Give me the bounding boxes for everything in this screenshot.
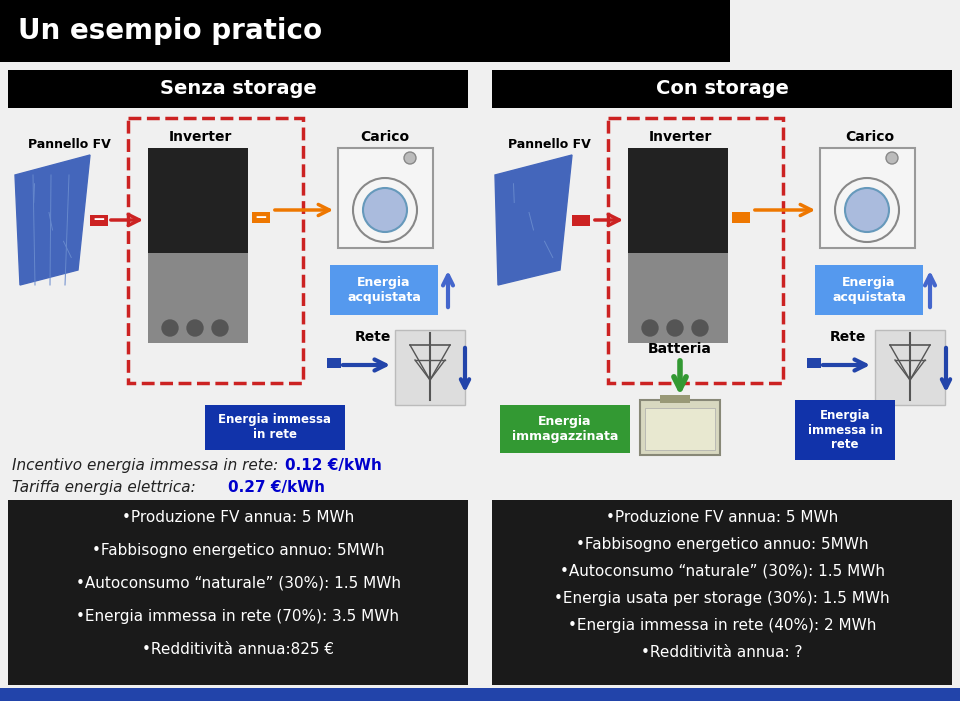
- Bar: [148, 253, 248, 343]
- Text: •Energia immessa in rete (70%): 3.5 MWh: •Energia immessa in rete (70%): 3.5 MWh: [77, 609, 399, 624]
- Bar: [660, 395, 690, 403]
- Bar: [732, 212, 750, 223]
- Circle shape: [162, 320, 178, 336]
- Text: Rete: Rete: [355, 330, 392, 344]
- Text: −: −: [254, 210, 268, 224]
- Bar: [645, 408, 715, 450]
- Text: Senza storage: Senza storage: [159, 79, 317, 99]
- Bar: [0, 0, 730, 62]
- Text: Incentivo energia immessa in rete:: Incentivo energia immessa in rete:: [12, 458, 283, 473]
- Bar: [395, 330, 465, 405]
- Bar: [8, 70, 468, 108]
- Bar: [807, 358, 821, 368]
- Polygon shape: [15, 155, 90, 285]
- Text: Pannello FV: Pannello FV: [508, 138, 590, 151]
- Text: Batteria: Batteria: [648, 342, 712, 356]
- Bar: [8, 108, 468, 428]
- Text: •Redditività annua:825 €: •Redditività annua:825 €: [142, 642, 334, 657]
- Text: −: −: [92, 212, 106, 228]
- Bar: [815, 265, 923, 315]
- Circle shape: [642, 320, 658, 336]
- Text: Pannello FV: Pannello FV: [28, 138, 110, 151]
- Text: Energia
acquistata: Energia acquistata: [832, 276, 906, 304]
- Bar: [628, 148, 728, 253]
- Text: Energia
immagazzinata: Energia immagazzinata: [512, 415, 618, 443]
- Text: •Fabbisogno energetico annuo: 5MWh: •Fabbisogno energetico annuo: 5MWh: [92, 543, 384, 558]
- Bar: [500, 405, 630, 453]
- Text: •Energia usata per storage (30%): 1.5 MWh: •Energia usata per storage (30%): 1.5 MW…: [554, 591, 890, 606]
- Text: Con storage: Con storage: [656, 79, 788, 99]
- Bar: [330, 265, 438, 315]
- Bar: [0, 688, 960, 701]
- Circle shape: [667, 320, 683, 336]
- Text: Energia
acquistata: Energia acquistata: [348, 276, 420, 304]
- Bar: [795, 400, 895, 460]
- Text: Inverter: Inverter: [648, 130, 711, 144]
- Bar: [875, 330, 945, 405]
- Bar: [628, 148, 728, 343]
- Text: Un esempio pratico: Un esempio pratico: [18, 17, 323, 45]
- Bar: [492, 108, 952, 428]
- Bar: [820, 148, 915, 248]
- Polygon shape: [495, 155, 572, 285]
- Bar: [8, 500, 468, 685]
- Text: •Autoconsumo “naturale” (30%): 1.5 MWh: •Autoconsumo “naturale” (30%): 1.5 MWh: [76, 576, 400, 591]
- Text: •Autoconsumo “naturale” (30%): 1.5 MWh: •Autoconsumo “naturale” (30%): 1.5 MWh: [560, 564, 884, 579]
- Text: Tariffa energia elettrica:: Tariffa energia elettrica:: [12, 480, 201, 495]
- Bar: [128, 118, 303, 383]
- Bar: [205, 405, 345, 450]
- Circle shape: [404, 152, 416, 164]
- Text: 0.27 €/kWh: 0.27 €/kWh: [228, 480, 325, 495]
- Text: Carico: Carico: [846, 130, 895, 144]
- Bar: [148, 148, 248, 253]
- Bar: [492, 70, 952, 108]
- Bar: [608, 118, 783, 383]
- Text: Inverter: Inverter: [168, 130, 231, 144]
- Bar: [628, 253, 728, 343]
- Circle shape: [692, 320, 708, 336]
- Text: Energia
immessa in
rete: Energia immessa in rete: [807, 409, 882, 451]
- Bar: [492, 500, 952, 685]
- Circle shape: [212, 320, 228, 336]
- Text: Rete: Rete: [830, 330, 866, 344]
- Bar: [252, 212, 270, 223]
- Text: •Produzione FV annua: 5 MWh: •Produzione FV annua: 5 MWh: [122, 510, 354, 525]
- Bar: [148, 148, 248, 343]
- Text: Carico: Carico: [360, 130, 410, 144]
- Bar: [338, 148, 433, 248]
- Bar: [640, 400, 720, 455]
- Circle shape: [187, 320, 203, 336]
- Text: Energia immessa
in rete: Energia immessa in rete: [219, 413, 331, 441]
- Circle shape: [845, 188, 889, 232]
- Text: •Fabbisogno energetico annuo: 5MWh: •Fabbisogno energetico annuo: 5MWh: [576, 537, 868, 552]
- Text: •Produzione FV annua: 5 MWh: •Produzione FV annua: 5 MWh: [606, 510, 838, 525]
- Text: •Energia immessa in rete (40%): 2 MWh: •Energia immessa in rete (40%): 2 MWh: [567, 618, 876, 633]
- Bar: [572, 215, 590, 226]
- Bar: [327, 358, 341, 368]
- Text: 0.12 €/kWh: 0.12 €/kWh: [285, 458, 382, 473]
- Circle shape: [886, 152, 898, 164]
- Circle shape: [363, 188, 407, 232]
- Bar: [90, 215, 108, 226]
- Text: •Redditività annua: ?: •Redditività annua: ?: [641, 645, 803, 660]
